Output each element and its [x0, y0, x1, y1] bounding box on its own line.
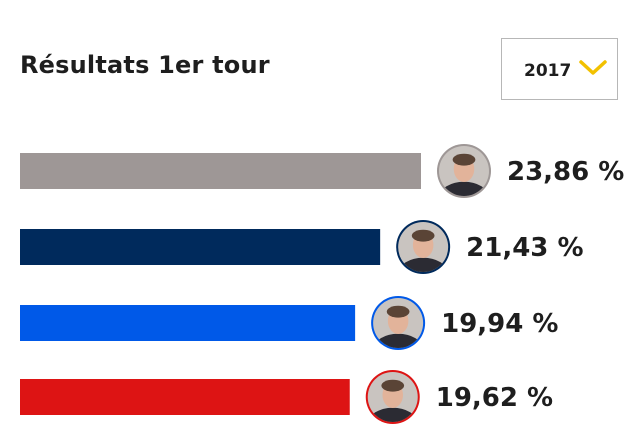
value-label: 19,62 % [436, 383, 553, 413]
bar [20, 379, 350, 415]
candidate-avatar [371, 296, 426, 350]
year-select[interactable]: 2017 [501, 38, 618, 100]
value-label: 19,94 % [441, 309, 558, 339]
value-label: 21,43 % [466, 233, 583, 263]
result-row: 23,86 % [20, 144, 624, 198]
page-title: Résultats 1er tour [20, 51, 270, 79]
bar [20, 305, 356, 341]
candidate-avatar [396, 220, 451, 274]
year-select-value: 2017 [524, 61, 572, 81]
candidate-avatar [437, 144, 491, 198]
candidate-avatar [365, 370, 420, 424]
result-row: 21,43 % [20, 220, 584, 274]
bar [20, 153, 421, 189]
value-label: 23,86 % [507, 157, 624, 187]
result-row: 19,94 % [20, 296, 558, 350]
bar [20, 229, 381, 265]
chevron-down-icon [579, 60, 607, 75]
result-row: 19,62 % [20, 370, 553, 424]
